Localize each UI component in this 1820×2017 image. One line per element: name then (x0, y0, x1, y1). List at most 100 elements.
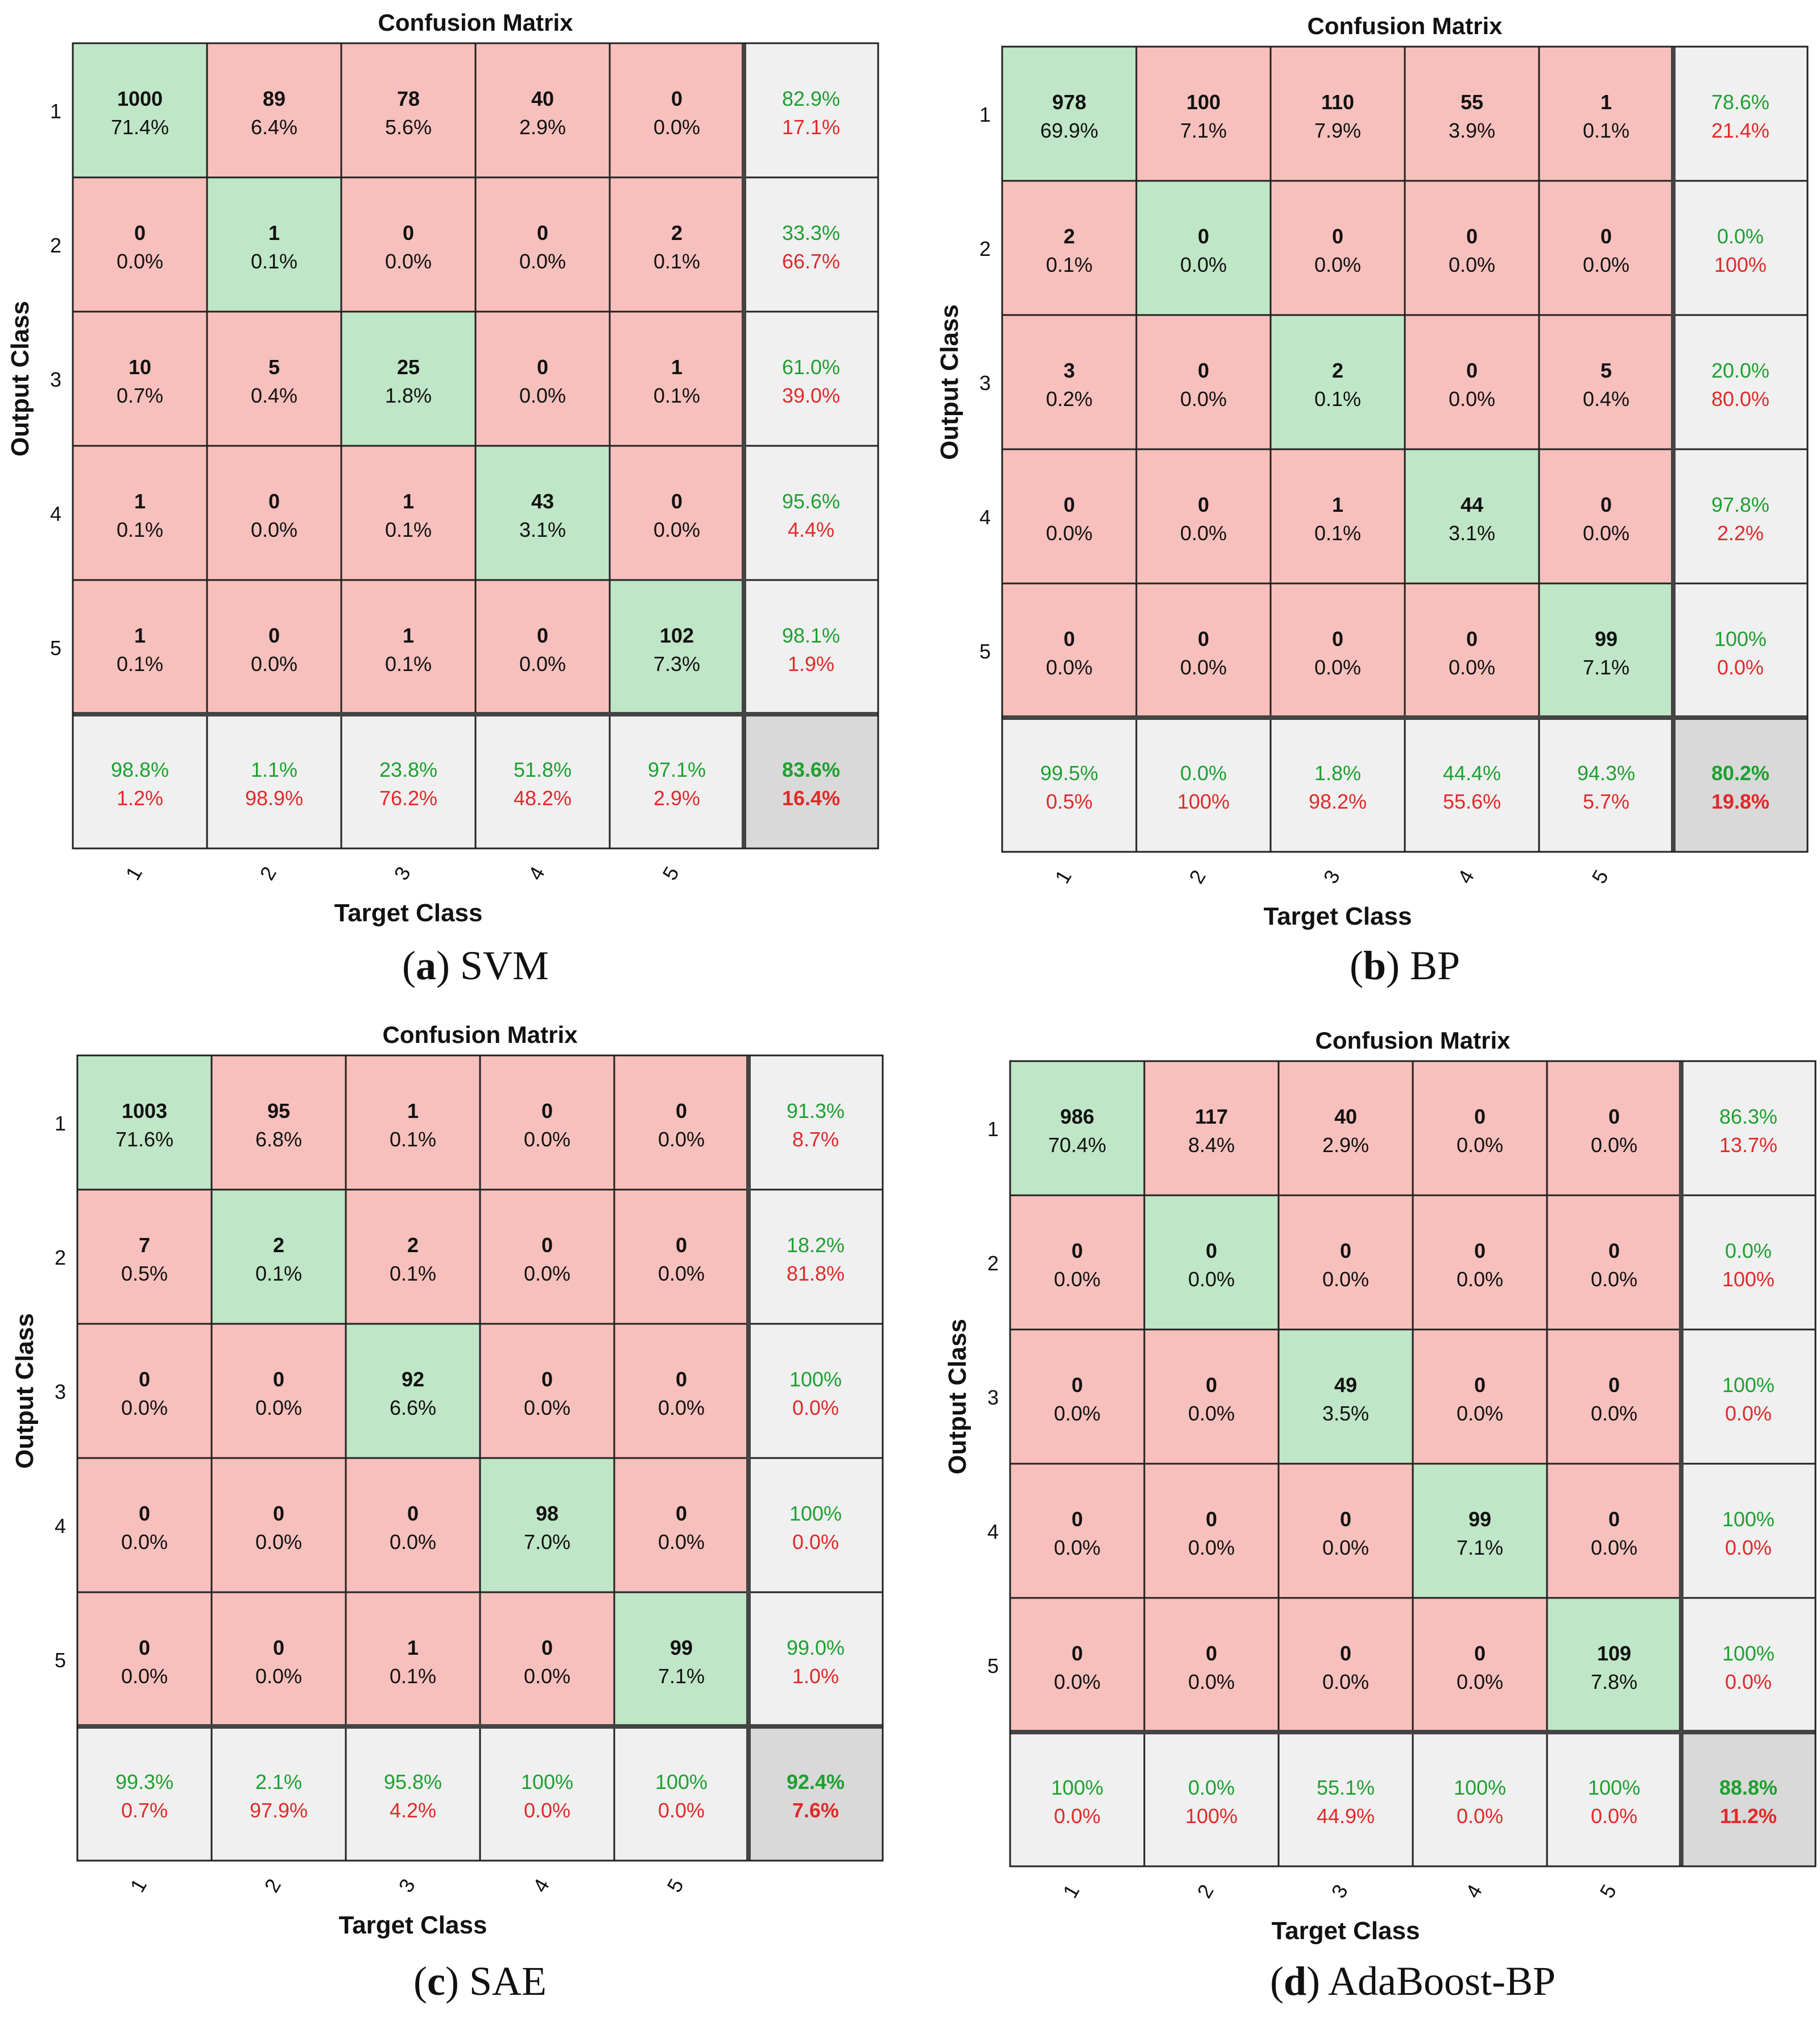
col-summary-error: 55.6% (1443, 790, 1501, 813)
row-summary-correct: 0.0% (1725, 1239, 1772, 1262)
cell-percent: 0.0% (519, 384, 566, 407)
summary-cell (747, 1054, 884, 1191)
cell-count: 0 (273, 1502, 284, 1525)
cell-percent: 0.0% (1188, 1670, 1235, 1693)
col-tick-label: 4 (1461, 1881, 1487, 1902)
panel-caption: (c) SAE (413, 1958, 547, 2004)
matrix-cell (345, 1054, 481, 1191)
col-summary-correct: 98.8% (111, 758, 169, 781)
matrix-cell (340, 445, 477, 581)
matrix-cell (474, 445, 611, 581)
summary-cell (1143, 1731, 1280, 1867)
col-summary-error: 97.9% (250, 1799, 308, 1822)
summary-cell (743, 42, 879, 179)
matrix-border (76, 1054, 884, 1862)
cell-percent: 0.0% (653, 518, 700, 541)
matrix-cell (1009, 1194, 1145, 1331)
matrix-cell (1546, 1597, 1682, 1733)
matrix-cell (210, 1323, 347, 1459)
matrix-cell (1143, 1463, 1280, 1599)
cell-count: 1 (1332, 493, 1343, 516)
cell-percent: 0.1% (251, 250, 297, 273)
matrix-cell (1412, 1463, 1548, 1599)
matrix-cell (1277, 1194, 1414, 1331)
col-summary-correct: 95.8% (384, 1770, 442, 1794)
matrix-cell (613, 1323, 750, 1459)
matrix-cell (1009, 1060, 1145, 1196)
cell-percent: 0.0% (1188, 1402, 1235, 1425)
cell-percent: 7.1% (658, 1664, 705, 1688)
row-summary-error: 1.9% (788, 652, 834, 676)
col-summary-correct: 44.4% (1443, 761, 1501, 785)
cell-percent: 0.0% (1188, 1536, 1235, 1559)
cell-count: 44 (1461, 493, 1483, 516)
cell-count: 0 (268, 624, 280, 647)
matrix-cell (479, 1054, 615, 1191)
chart-title: Confusion Matrix (378, 9, 574, 36)
cell-percent: 0.0% (1322, 1268, 1369, 1291)
cell-percent: 0.0% (255, 1396, 302, 1419)
summary-cell (1538, 716, 1674, 853)
matrix-cell (206, 176, 342, 313)
cell-percent: 7.1% (1583, 656, 1629, 679)
matrix-cell (613, 1188, 750, 1325)
cell-percent: 7.9% (1314, 119, 1361, 142)
overall-cell (1672, 716, 1809, 853)
overall-cell (1680, 1731, 1817, 1867)
cell-percent: 7.3% (653, 652, 700, 676)
matrix-cell (206, 310, 342, 447)
cell-count: 0 (1600, 493, 1612, 516)
cell-count: 0 (1608, 1373, 1620, 1397)
row-summary-error: 0.0% (1725, 1402, 1772, 1425)
cell-count: 1003 (122, 1099, 167, 1123)
matrix-cell (1538, 582, 1674, 719)
cell-count: 0 (139, 1502, 150, 1525)
summary-cell (1672, 180, 1809, 316)
cell-percent: 0.1% (390, 1262, 436, 1285)
cell-percent: 2.9% (519, 115, 566, 139)
matrix-cell (345, 1188, 481, 1325)
matrix-cell (1538, 45, 1674, 182)
summary-cell (72, 713, 208, 850)
col-tick-label: 5 (1595, 1881, 1621, 1902)
cell-percent: 0.0% (255, 1530, 302, 1554)
col-summary-error: 98.2% (1309, 790, 1367, 813)
summary-cell (1546, 1731, 1682, 1867)
cell-count: 1 (134, 624, 146, 647)
row-summary-correct: 95.6% (782, 490, 840, 513)
row-summary-correct: 33.3% (782, 221, 840, 245)
cell-count: 78 (397, 87, 420, 110)
col-summary-error: 0.0% (524, 1799, 570, 1822)
cell-count: 89 (263, 87, 286, 110)
cell-count: 1 (671, 355, 682, 379)
cell-count: 0 (676, 1233, 687, 1257)
matrix-cell (1546, 1463, 1682, 1599)
col-tick-label: 5 (1587, 866, 1613, 888)
matrix-cell (1269, 582, 1406, 719)
cell-percent: 3.9% (1449, 119, 1495, 142)
overall-accuracy-error: 16.4% (782, 786, 840, 810)
cell-percent: 0.0% (658, 1530, 705, 1554)
summary-cell (1277, 1731, 1414, 1867)
cell-percent: 3.1% (519, 518, 566, 541)
matrix-cell (474, 579, 611, 715)
cell-count: 0 (1206, 1507, 1217, 1531)
cell-percent: 0.0% (1449, 387, 1495, 411)
cell-percent: 70.4% (1048, 1133, 1106, 1157)
cell-count: 0 (1600, 225, 1612, 248)
confusion-matrix-panel-d: 98670.4%1178.4%402.9%00.0%00.0%86.3%13.7… (944, 1027, 1817, 2004)
cell-count: 0 (1466, 359, 1478, 382)
matrix-cell (474, 176, 611, 313)
col-summary-correct: 100% (1454, 1776, 1506, 1799)
cell-count: 0 (537, 624, 548, 647)
matrix-cell (76, 1054, 213, 1191)
cell-count: 0 (671, 490, 682, 513)
caption-open-paren: ( (1270, 1958, 1284, 2004)
row-summary-error: 39.0% (782, 384, 840, 407)
col-tick-label: 1 (1058, 1881, 1084, 1902)
cell-percent: 0.0% (1449, 656, 1495, 679)
cell-count: 0 (1332, 225, 1343, 248)
panel-caption: (b) BP (1350, 943, 1460, 988)
cell-percent: 0.0% (1583, 521, 1629, 545)
